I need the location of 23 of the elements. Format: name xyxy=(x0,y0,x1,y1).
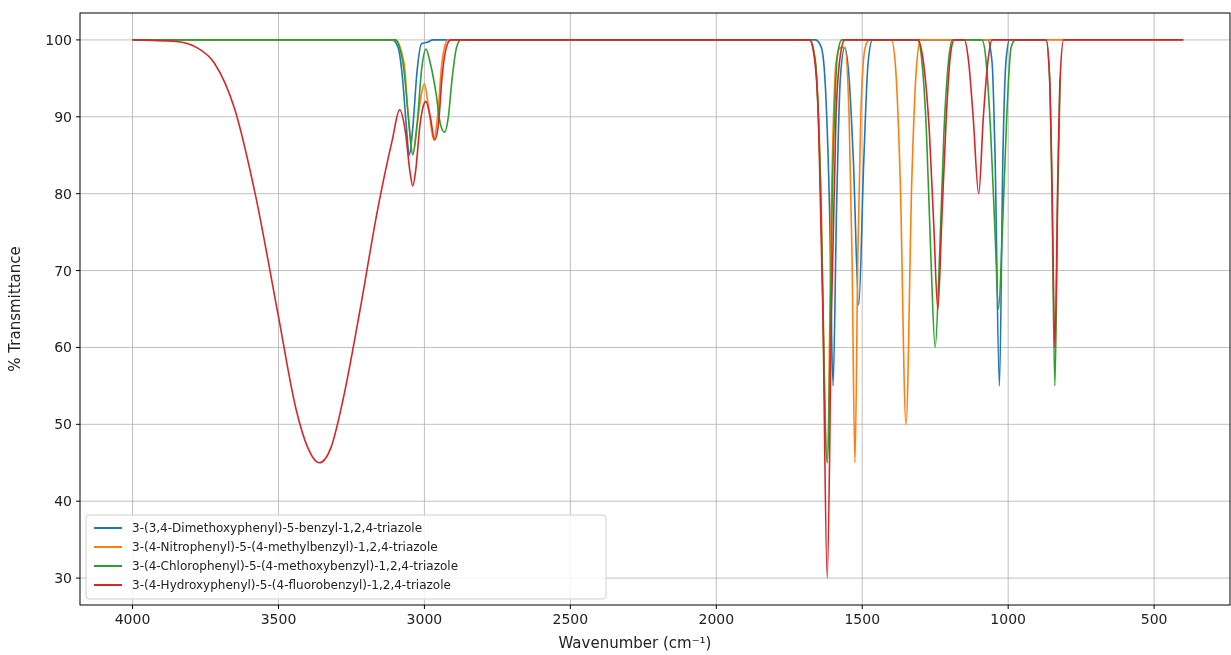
y-tick-label: 90 xyxy=(54,108,72,125)
y-tick-label: 60 xyxy=(54,339,72,356)
legend-label: 3-(4-Chlorophenyl)-5-(4-methoxybenzyl)-1,2,4-triazole xyxy=(132,559,459,573)
legend-label: 3-(4-Nitrophenyl)-5-(4-methylbenzyl)-1,2,4-triazole xyxy=(132,540,438,554)
x-tick-label: 3000 xyxy=(406,611,443,627)
x-tick-label: 3500 xyxy=(260,611,297,627)
y-tick-label: 80 xyxy=(54,185,72,202)
line-series xyxy=(131,39,1185,579)
y-tick-label: 50 xyxy=(54,416,72,433)
y-tick-label: 40 xyxy=(54,493,72,510)
x-tick-label: 1000 xyxy=(990,611,1026,627)
x-axis-title: Wavenumber (cm⁻¹) xyxy=(558,634,712,652)
x-tick-label: 2000 xyxy=(698,611,735,627)
legend-label: 3-(3,4-Dimethoxyphenyl)-5-benzyl-1,2,4-triazole xyxy=(132,521,423,535)
legend-label: 3-(4-Hydroxyphenyl)-5-(4-fluorobenzyl)-1,2,4-triazole xyxy=(132,578,451,592)
y-tick-label: 70 xyxy=(54,262,72,279)
x-tick-label: 500 xyxy=(1140,611,1168,627)
x-tick-label: 1500 xyxy=(844,611,881,627)
y-axis-title: % Transmittance xyxy=(6,246,24,372)
y-tick-label: 100 xyxy=(45,31,72,48)
x-tick-label: 4000 xyxy=(114,611,151,627)
y-tick-label: 30 xyxy=(54,570,72,587)
x-tick-label: 2500 xyxy=(552,611,589,627)
